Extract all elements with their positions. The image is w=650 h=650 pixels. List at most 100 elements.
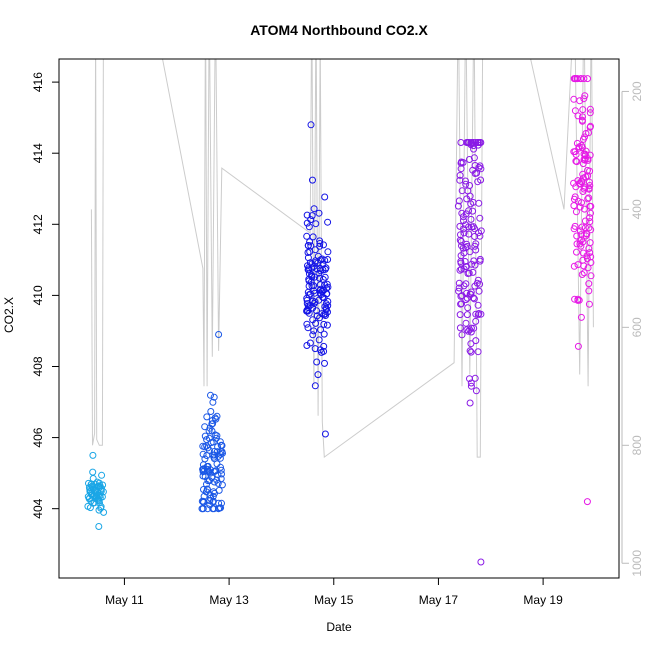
series-may-14 — [303, 121, 332, 438]
data-point — [581, 184, 589, 192]
data-point — [579, 249, 587, 257]
data-point — [303, 342, 311, 349]
y2-tick-label: 200 — [630, 81, 644, 101]
data-point — [457, 165, 465, 173]
data-point — [463, 311, 471, 319]
data-point — [305, 223, 313, 231]
data-point — [209, 505, 217, 513]
data-point — [470, 324, 478, 332]
data-point — [570, 202, 578, 210]
data-point — [305, 309, 313, 317]
data-point — [476, 280, 484, 288]
data-point — [469, 268, 477, 276]
data-point — [86, 487, 94, 495]
data-point — [203, 413, 211, 421]
data-point — [578, 271, 586, 278]
data-point — [312, 319, 320, 327]
data-point — [475, 199, 483, 207]
data-point — [584, 75, 591, 83]
data-point — [467, 200, 475, 208]
data-point — [93, 487, 101, 495]
data-point — [95, 496, 102, 504]
data-point — [470, 154, 478, 162]
data-point — [200, 486, 207, 493]
data-point — [320, 330, 328, 338]
data-point — [97, 504, 105, 512]
data-point — [586, 218, 594, 226]
data-point — [309, 176, 316, 184]
data-point — [86, 504, 94, 512]
data-point — [472, 310, 480, 318]
data-point — [467, 328, 475, 336]
data-point — [582, 147, 590, 155]
data-point — [469, 207, 477, 215]
data-point — [466, 182, 474, 189]
data-point — [322, 312, 329, 319]
data-point — [309, 297, 317, 305]
x-tick-label: May 13 — [209, 593, 249, 607]
data-point — [96, 482, 104, 490]
data-point — [205, 446, 213, 454]
y2-tick-label: 800 — [630, 435, 644, 455]
data-point — [323, 280, 331, 288]
data-point — [462, 180, 470, 188]
data-point — [304, 249, 312, 256]
data-point — [314, 252, 322, 260]
data-point — [313, 358, 321, 366]
data-point — [467, 215, 475, 223]
data-point — [459, 213, 467, 221]
data-point — [198, 505, 206, 513]
data-point — [317, 326, 324, 334]
data-point — [576, 240, 584, 248]
data-point — [205, 427, 213, 435]
data-point — [581, 217, 589, 225]
data-point — [95, 506, 103, 514]
series-may-19 — [570, 75, 595, 506]
data-point — [92, 480, 100, 488]
data-point — [581, 92, 589, 100]
data-point — [586, 239, 594, 247]
data-point — [580, 156, 588, 163]
data-point — [465, 223, 473, 231]
x-tick-label: May 17 — [419, 593, 459, 607]
data-point — [576, 180, 583, 187]
data-point — [87, 497, 95, 505]
x-tick-label: May 15 — [314, 593, 354, 607]
data-point — [586, 202, 594, 210]
data-point — [472, 337, 480, 345]
data-point — [311, 259, 319, 267]
data-point — [210, 478, 218, 486]
data-point — [467, 288, 475, 296]
data-point — [577, 75, 585, 83]
y2-tick-label: 600 — [630, 317, 644, 337]
data-point — [467, 379, 475, 387]
data-point — [213, 476, 221, 484]
series-may-9 — [84, 451, 108, 530]
data-point — [458, 292, 466, 300]
data-point — [209, 420, 217, 428]
data-point — [584, 156, 592, 164]
data-point — [576, 203, 584, 211]
data-point — [477, 310, 485, 318]
data-point — [457, 231, 464, 239]
data-point — [310, 327, 318, 335]
data-point — [303, 232, 311, 240]
data-point — [311, 273, 319, 281]
data-point — [466, 347, 474, 355]
data-point — [456, 324, 464, 332]
data-point — [210, 393, 218, 401]
data-point — [467, 139, 475, 146]
data-point — [457, 300, 465, 308]
data-point — [583, 498, 591, 506]
data-point — [581, 205, 588, 213]
data-point — [471, 225, 479, 233]
data-point — [574, 295, 582, 303]
data-point — [471, 282, 479, 290]
data-point — [576, 227, 584, 235]
data-point — [206, 477, 213, 485]
secondary-line-layer — [90, 59, 594, 459]
data-point — [474, 348, 482, 356]
data-point — [213, 412, 221, 420]
series-may-12 — [198, 331, 226, 513]
data-point — [585, 287, 593, 295]
